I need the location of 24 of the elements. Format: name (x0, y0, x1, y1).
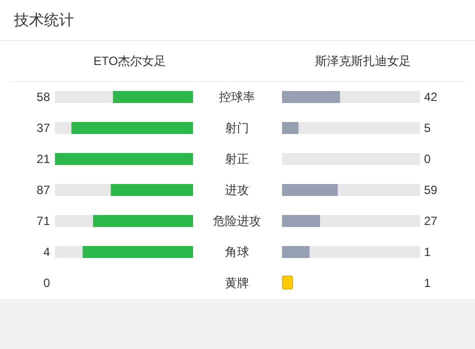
data-label: 87 (36, 183, 50, 197)
category-label: 角球 (225, 245, 249, 259)
data-label: 4 (43, 245, 50, 259)
data-label: 1 (424, 276, 431, 290)
category-label: 射正 (225, 152, 249, 166)
category-label: 黄牌 (225, 276, 249, 290)
category-label: 进攻 (225, 183, 249, 197)
data-label: 27 (424, 214, 438, 228)
data-label: 1 (424, 245, 431, 259)
text: 技术统计 (13, 12, 74, 29)
data-label: 37 (36, 121, 50, 135)
data-label: 0 (43, 276, 50, 290)
data-label: 0 (424, 152, 431, 166)
data-label: 5 (424, 121, 431, 135)
data-label: 21 (36, 152, 50, 166)
data-label: 71 (36, 214, 50, 228)
text: 斯泽克斯扎迪女足 (315, 54, 411, 68)
category-label: 危险进攻 (213, 214, 261, 228)
data-label: 59 (424, 183, 438, 197)
category-label: 控球率 (219, 90, 255, 104)
data-label: 42 (424, 90, 438, 104)
text: ETO杰尔女足 (94, 54, 166, 68)
data-label: 58 (36, 90, 50, 104)
category-label: 射门 (225, 121, 249, 135)
